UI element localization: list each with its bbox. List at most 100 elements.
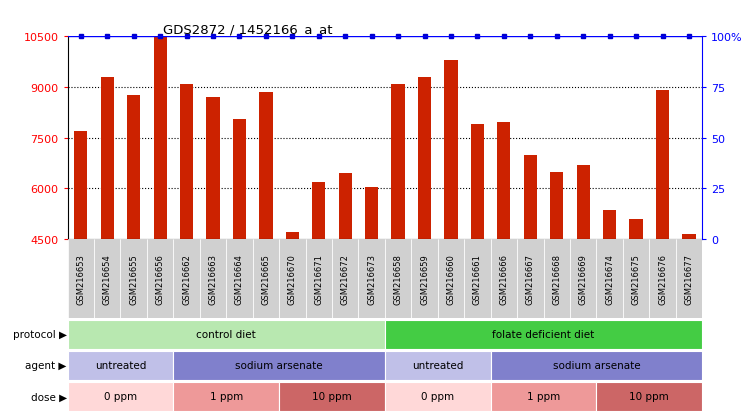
Text: GSM216665: GSM216665 xyxy=(261,254,270,304)
Bar xyxy=(173,240,200,318)
Bar xyxy=(523,155,537,240)
Text: GSM216660: GSM216660 xyxy=(447,254,456,304)
Bar xyxy=(471,125,484,240)
Bar xyxy=(676,240,702,318)
Text: 0 ppm: 0 ppm xyxy=(421,392,454,401)
Bar xyxy=(623,240,650,318)
Text: GSM216664: GSM216664 xyxy=(235,254,244,304)
Bar xyxy=(391,84,405,240)
Text: GSM216658: GSM216658 xyxy=(394,254,403,304)
Text: 1 ppm: 1 ppm xyxy=(527,392,560,401)
Text: 10 ppm: 10 ppm xyxy=(312,392,352,401)
Bar xyxy=(339,174,351,240)
Bar xyxy=(94,240,120,318)
Bar xyxy=(490,382,596,411)
Text: folate deficient diet: folate deficient diet xyxy=(493,330,595,339)
Text: 1 ppm: 1 ppm xyxy=(210,392,243,401)
Bar xyxy=(570,240,596,318)
Text: GSM216672: GSM216672 xyxy=(341,254,350,304)
Text: GSM216662: GSM216662 xyxy=(182,254,191,304)
Bar xyxy=(207,98,219,240)
Bar xyxy=(120,240,147,318)
Text: untreated: untreated xyxy=(95,361,146,370)
Bar xyxy=(365,187,379,240)
Bar xyxy=(385,351,490,380)
Bar xyxy=(68,240,94,318)
Bar xyxy=(544,240,570,318)
Bar xyxy=(74,132,87,240)
Bar xyxy=(101,78,114,240)
Bar xyxy=(68,382,173,411)
Bar xyxy=(517,240,544,318)
Bar xyxy=(385,382,490,411)
Text: GSM216663: GSM216663 xyxy=(209,253,218,304)
Text: GSM216674: GSM216674 xyxy=(605,254,614,304)
Bar xyxy=(656,91,669,240)
Bar xyxy=(233,120,246,240)
Bar xyxy=(200,240,226,318)
Bar xyxy=(650,240,676,318)
Text: sodium arsenate: sodium arsenate xyxy=(235,361,323,370)
Text: GSM216670: GSM216670 xyxy=(288,254,297,304)
Bar xyxy=(385,240,412,318)
Text: protocol ▶: protocol ▶ xyxy=(13,330,67,339)
Bar xyxy=(252,240,279,318)
Text: untreated: untreated xyxy=(412,361,463,370)
Bar xyxy=(279,382,385,411)
Text: GSM216673: GSM216673 xyxy=(367,253,376,304)
Text: GSM216666: GSM216666 xyxy=(499,253,508,304)
Bar xyxy=(445,61,457,240)
Bar xyxy=(259,93,273,240)
Text: agent ▶: agent ▶ xyxy=(26,361,67,370)
Text: GSM216661: GSM216661 xyxy=(473,254,482,304)
Text: GSM216667: GSM216667 xyxy=(526,253,535,304)
Text: GSM216656: GSM216656 xyxy=(155,254,164,304)
Bar xyxy=(550,172,563,240)
Text: GSM216669: GSM216669 xyxy=(579,254,588,304)
Bar xyxy=(490,240,517,318)
Text: GDS2872 / 1452166_a_at: GDS2872 / 1452166_a_at xyxy=(163,23,332,36)
Bar xyxy=(147,240,173,318)
Bar xyxy=(596,240,623,318)
Text: GSM216677: GSM216677 xyxy=(684,253,693,304)
Bar xyxy=(226,240,252,318)
Bar xyxy=(464,240,490,318)
Bar xyxy=(438,240,464,318)
Bar xyxy=(418,78,431,240)
Text: GSM216655: GSM216655 xyxy=(129,254,138,304)
Bar xyxy=(127,96,140,240)
Text: GSM216675: GSM216675 xyxy=(632,254,641,304)
Bar xyxy=(603,211,617,240)
Bar xyxy=(385,320,702,349)
Text: GSM216671: GSM216671 xyxy=(314,254,323,304)
Text: GSM216676: GSM216676 xyxy=(658,253,667,304)
Text: control diet: control diet xyxy=(196,330,256,339)
Text: sodium arsenate: sodium arsenate xyxy=(553,361,641,370)
Text: GSM216668: GSM216668 xyxy=(552,253,561,304)
Bar xyxy=(332,240,358,318)
Bar xyxy=(412,240,438,318)
Text: GSM216653: GSM216653 xyxy=(77,254,86,304)
Bar xyxy=(596,382,702,411)
Text: GSM216659: GSM216659 xyxy=(420,254,429,304)
Bar xyxy=(68,351,173,380)
Bar xyxy=(358,240,385,318)
Bar xyxy=(68,320,385,349)
Bar xyxy=(490,351,702,380)
Bar xyxy=(279,240,306,318)
Bar xyxy=(306,240,332,318)
Bar xyxy=(153,37,167,240)
Bar xyxy=(683,235,695,240)
Text: dose ▶: dose ▶ xyxy=(31,392,67,401)
Bar xyxy=(497,123,511,240)
Bar xyxy=(312,182,325,240)
Bar xyxy=(180,84,193,240)
Bar xyxy=(173,382,279,411)
Bar xyxy=(577,165,590,240)
Text: 0 ppm: 0 ppm xyxy=(104,392,137,401)
Bar xyxy=(285,233,299,240)
Bar xyxy=(173,351,385,380)
Text: 10 ppm: 10 ppm xyxy=(629,392,669,401)
Bar xyxy=(629,219,643,240)
Text: GSM216654: GSM216654 xyxy=(103,254,112,304)
